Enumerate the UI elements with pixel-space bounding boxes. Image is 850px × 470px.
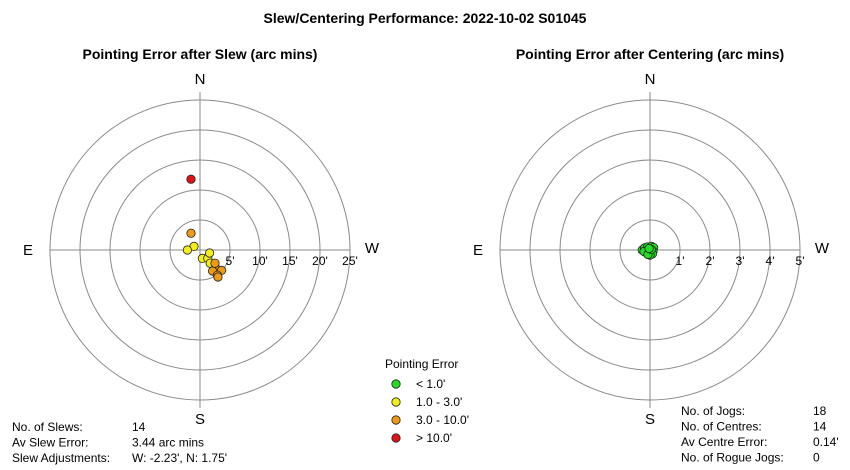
polar-chart-centering: Pointing Error after Centering (arc mins… <box>473 46 830 428</box>
legend-label: 1.0 - 3.0' <box>416 395 462 409</box>
stat-value: 0.14' <box>813 435 839 449</box>
legend: Pointing Error < 1.0' 1.0 - 3.0' 3.0 - 10.0… <box>385 357 469 445</box>
legend-label: < 1.0' <box>416 377 445 391</box>
ring-label: 15' <box>282 254 298 268</box>
legend-marker <box>391 415 401 425</box>
ring-label: 20' <box>312 254 328 268</box>
ring-label: 2' <box>706 254 715 268</box>
ring-label: 1' <box>676 254 685 268</box>
stat-value: 14 <box>813 420 827 434</box>
stat-value: 14 <box>132 420 146 434</box>
stat-label: No. of Jogs: <box>681 404 745 418</box>
legend-label: > 10.0' <box>416 431 452 445</box>
compass-south: S <box>195 411 205 428</box>
stat-value: 0 <box>813 451 820 465</box>
data-point <box>182 245 192 255</box>
legend-marker <box>391 397 401 407</box>
ring-label: 4' <box>766 254 775 268</box>
legend-marker <box>391 433 401 443</box>
ring-label: 25' <box>342 254 358 268</box>
ring-label: 10' <box>252 254 268 268</box>
stat-label: Av Slew Error: <box>12 436 88 450</box>
data-point <box>186 228 196 238</box>
data-point <box>205 248 215 258</box>
compass-east: E <box>23 242 33 259</box>
compass-west: W <box>815 240 830 257</box>
polar-chart-slew: Pointing Error after Slew (arc mins) N S E W… <box>23 46 380 428</box>
stat-value: 3.44 arc mins <box>132 436 204 450</box>
stat-value: 18 <box>813 404 827 418</box>
legend-title: Pointing Error <box>385 357 458 371</box>
figure-title: Slew/Centering Performance: 2022-10-02 S… <box>264 10 587 26</box>
stat-label: No. of Centres: <box>681 420 762 434</box>
stat-value: W: -2.23', N: 1.75' <box>132 451 227 465</box>
centering-stats: No. of Jogs: 18 No. of Centres: 14 Av Centre… <box>681 404 839 465</box>
data-point <box>186 174 196 184</box>
legend-marker <box>391 379 401 389</box>
compass-west: W <box>365 240 380 257</box>
stat-label: No. of Rogue Jogs: <box>681 451 784 465</box>
compass-east: E <box>473 242 483 259</box>
stat-label: Slew Adjustments: <box>12 451 110 465</box>
ring-label: 3' <box>736 254 745 268</box>
chart-title: Pointing Error after Centering (arc mins… <box>516 46 784 62</box>
compass-north: N <box>645 71 656 88</box>
data-point <box>210 258 220 268</box>
ring-label: 5' <box>226 254 235 268</box>
slew-stats: No. of Slews: 14 Av Slew Error: 3.44 arc mi… <box>12 420 227 465</box>
data-point <box>644 243 654 254</box>
compass-south: S <box>645 411 655 428</box>
stat-label: Av Centre Error: <box>681 435 767 449</box>
chart-title: Pointing Error after Slew (arc mins) <box>83 46 318 62</box>
stat-label: No. of Slews: <box>12 420 83 434</box>
data-point <box>213 272 223 282</box>
compass-north: N <box>195 71 206 88</box>
ring-label: 5' <box>796 254 805 268</box>
legend-label: 3.0 - 10.0' <box>416 413 469 427</box>
